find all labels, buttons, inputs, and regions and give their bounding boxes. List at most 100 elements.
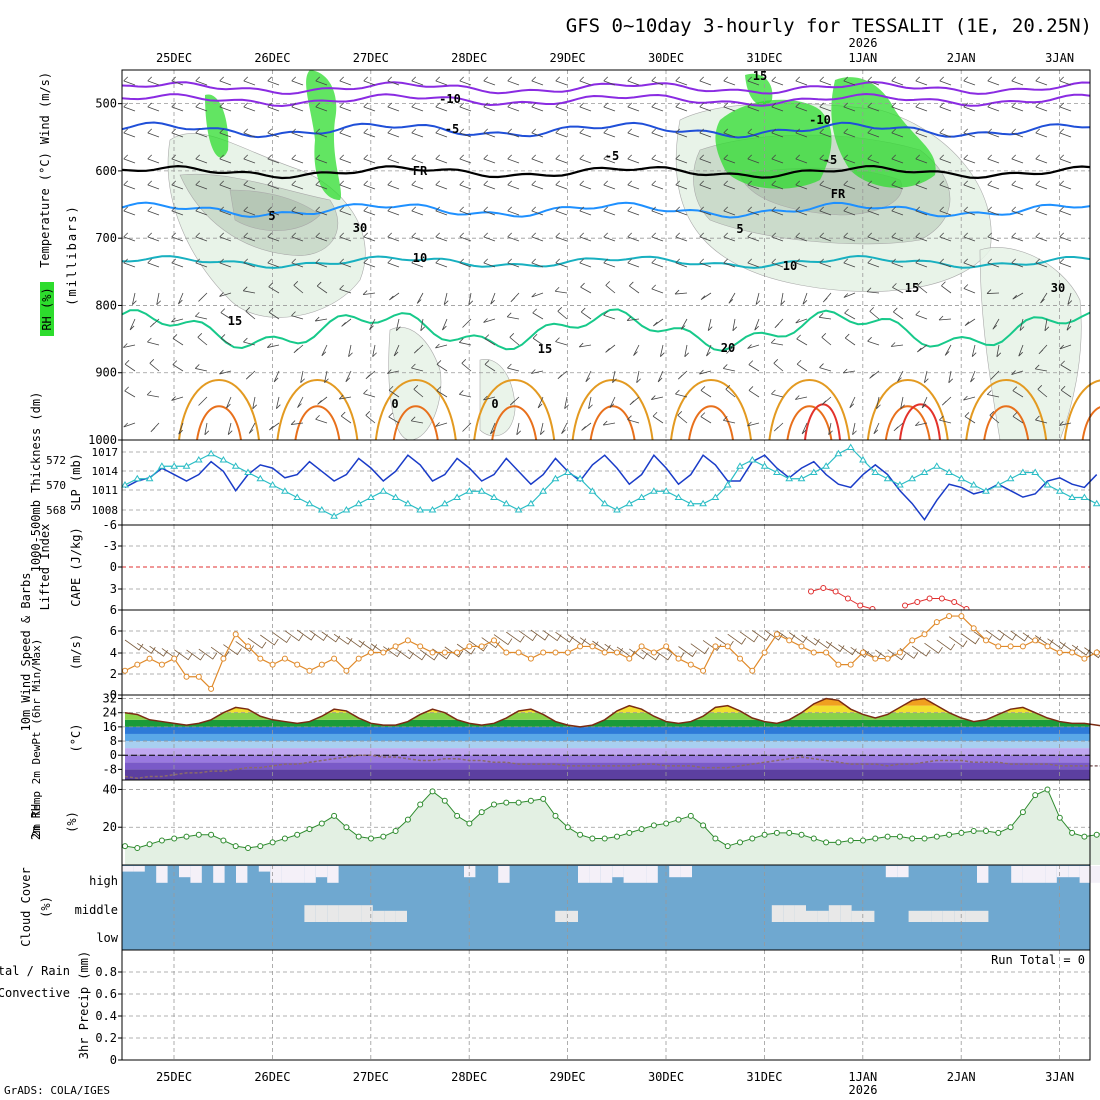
- wind10-barb: [149, 645, 168, 657]
- contour-label: 10: [783, 259, 797, 273]
- wind-barb: [339, 76, 352, 86]
- thickness-line-point: [256, 474, 265, 482]
- cloud-high-gap: [281, 866, 293, 883]
- wind-barb: [700, 412, 712, 424]
- wind-barb: [245, 370, 256, 380]
- cape-ylabel-left: Lifted Index: [38, 524, 52, 611]
- cloud-middle-gap: [384, 910, 396, 922]
- rh2m-line-point: [146, 841, 153, 848]
- wind-barb: [771, 76, 784, 86]
- wind-barb: [555, 102, 568, 112]
- wind-barb: [916, 344, 928, 353]
- date-label-bottom: 25DEC: [156, 1070, 192, 1084]
- wind-barb: [939, 232, 952, 242]
- thickness-line-point: [158, 462, 166, 469]
- wind10-line-point: [958, 613, 965, 620]
- wind-barb: [627, 180, 640, 190]
- contour-25: [983, 405, 1030, 441]
- contour-label: 10: [413, 251, 427, 265]
- cloud-high-gap: [669, 866, 681, 878]
- wind10-line-point: [773, 631, 780, 638]
- contour-20: [276, 379, 359, 441]
- wind-barb: [147, 180, 160, 190]
- wind-barb: [651, 206, 664, 216]
- wind-barb: [970, 370, 976, 383]
- cloud-high-gap: [1011, 866, 1023, 883]
- wind-barb: [531, 232, 544, 242]
- wind-barb: [627, 232, 640, 242]
- wind-barb: [147, 206, 160, 216]
- wind-barb: [1059, 154, 1072, 164]
- thickness-line-point: [379, 487, 388, 494]
- wind-barb: [580, 282, 592, 294]
- wind-barb: [723, 232, 736, 242]
- contour-20: [473, 379, 556, 441]
- wind-barb: [843, 206, 856, 216]
- wind-barb: [219, 154, 232, 164]
- wind-barb: [1011, 154, 1024, 164]
- rh-shade-area: [979, 247, 1082, 441]
- wind10-barb: [260, 634, 279, 646]
- wind-barb: [363, 389, 376, 398]
- wind-barb: [290, 420, 304, 425]
- wind-barb: [987, 128, 1000, 138]
- wind10-barb: [690, 643, 710, 655]
- wind10-line-point: [355, 655, 362, 662]
- wind-barb: [603, 310, 616, 320]
- thickness-line-point: [453, 493, 461, 500]
- thickness-line-point: [268, 481, 277, 488]
- contour-20: [571, 379, 654, 441]
- wind-barb: [723, 154, 736, 164]
- wind-barb: [531, 180, 544, 190]
- upper-ylabel-wind: Wind (m/s): [38, 72, 52, 144]
- date-label-top: 3JAN: [1045, 51, 1074, 65]
- wind-barb: [197, 333, 208, 346]
- thickness-line-point: [871, 468, 880, 475]
- wind-barb: [227, 422, 233, 435]
- rh2m-line-point: [1093, 831, 1100, 838]
- wind-barb: [555, 258, 568, 268]
- wind-barb: [723, 180, 736, 190]
- rh2m-line-point: [564, 824, 571, 831]
- rh2m-line-point: [958, 829, 965, 836]
- wind-barb: [171, 180, 184, 190]
- wind-barb: [411, 128, 424, 138]
- thickness-line-point: [354, 499, 363, 507]
- wind-barb: [1060, 360, 1072, 372]
- thickness-tick: 570: [46, 479, 66, 492]
- wind-barb: [653, 318, 664, 327]
- wind10-line-point: [527, 655, 534, 662]
- wind-barb: [723, 128, 736, 138]
- wind-barb: [579, 206, 592, 216]
- cloud-middle-gap: [908, 910, 920, 922]
- wind-barb: [507, 232, 520, 242]
- wind-barb: [890, 342, 904, 347]
- contour-label: -5: [445, 122, 459, 136]
- thickness-line-point: [440, 499, 449, 507]
- wind-barb: [964, 318, 976, 326]
- wind-barb: [801, 422, 808, 435]
- thickness-line-point: [920, 468, 929, 475]
- date-label-top: 2JAN: [947, 51, 976, 65]
- wind-barb: [483, 206, 496, 216]
- thickness-line-point: [723, 481, 732, 488]
- wind-barb: [1011, 206, 1024, 216]
- wind-barb: [339, 180, 352, 190]
- lifted-index-line-point: [832, 588, 839, 595]
- wind10-line-point: [835, 661, 842, 668]
- wind-barb: [339, 232, 352, 242]
- thickness-line-point: [514, 506, 523, 513]
- wind-barb: [699, 102, 712, 112]
- tick-label: 6: [110, 624, 117, 638]
- cloud-high-gap: [1045, 866, 1057, 883]
- wind-barb: [938, 315, 952, 321]
- wind-barb: [171, 128, 184, 138]
- wind-barb: [362, 290, 376, 295]
- pressure-axis: 500 600 700 800 900 1000: [88, 97, 122, 447]
- wind-barb: [252, 396, 258, 410]
- wind10-line-point: [368, 649, 374, 656]
- lifted-index-line-point: [902, 602, 908, 609]
- wind-barb: [483, 232, 496, 242]
- wind-barb: [267, 258, 280, 268]
- date-label-bottom: 26DEC: [254, 1070, 290, 1084]
